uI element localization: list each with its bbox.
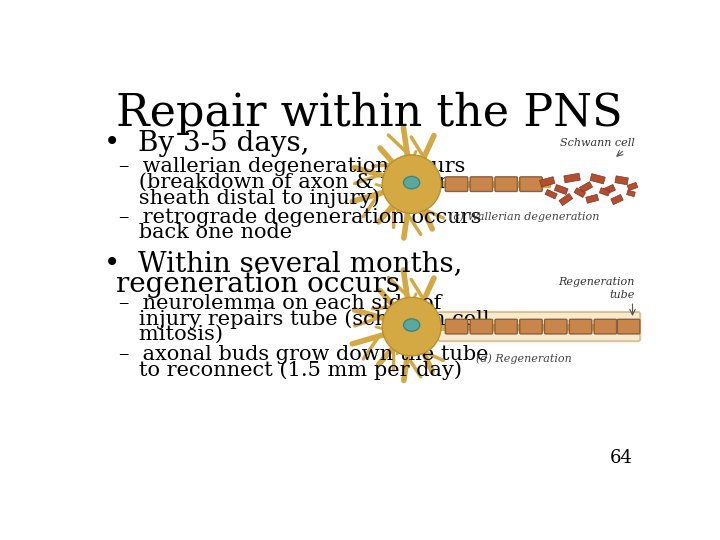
Circle shape	[382, 155, 441, 213]
FancyBboxPatch shape	[470, 177, 492, 192]
Text: Regeneration
tube: Regeneration tube	[559, 277, 635, 300]
FancyBboxPatch shape	[617, 319, 640, 334]
Polygon shape	[626, 190, 635, 197]
Polygon shape	[611, 194, 624, 205]
Text: –  neurolemma on each side of: – neurolemma on each side of	[120, 294, 442, 313]
FancyBboxPatch shape	[446, 177, 468, 192]
Text: mitosis): mitosis)	[120, 325, 223, 344]
Text: –  retrograde degeneration occurs: – retrograde degeneration occurs	[120, 208, 482, 227]
Text: •  Within several months,: • Within several months,	[104, 249, 462, 276]
Polygon shape	[615, 176, 629, 185]
Text: to reconnect (1.5 mm per day): to reconnect (1.5 mm per day)	[120, 361, 462, 380]
FancyBboxPatch shape	[594, 319, 616, 334]
Ellipse shape	[403, 319, 420, 331]
FancyBboxPatch shape	[495, 177, 518, 192]
FancyBboxPatch shape	[470, 319, 492, 334]
Polygon shape	[580, 181, 593, 193]
Text: Repair within the PNS: Repair within the PNS	[116, 92, 622, 135]
Text: regeneration occurs: regeneration occurs	[117, 271, 400, 298]
Polygon shape	[603, 185, 616, 194]
Polygon shape	[559, 193, 572, 206]
FancyBboxPatch shape	[438, 312, 640, 341]
FancyBboxPatch shape	[446, 319, 468, 334]
Polygon shape	[554, 185, 568, 194]
Text: (c) Wallerian degeneration: (c) Wallerian degeneration	[449, 211, 599, 221]
Text: –  wallerian degeneration occurs: – wallerian degeneration occurs	[120, 157, 466, 176]
FancyBboxPatch shape	[544, 319, 567, 334]
FancyBboxPatch shape	[570, 319, 592, 334]
Text: (breakdown of axon & myelin: (breakdown of axon & myelin	[120, 173, 452, 192]
Polygon shape	[590, 174, 606, 184]
Polygon shape	[564, 173, 580, 183]
Text: injury repairs tube (schwann cell: injury repairs tube (schwann cell	[120, 309, 490, 329]
FancyBboxPatch shape	[520, 177, 542, 192]
Text: sheath distal to injury): sheath distal to injury)	[120, 188, 380, 208]
Text: –  axonal buds grow down the tube: – axonal buds grow down the tube	[120, 345, 489, 364]
Polygon shape	[545, 190, 557, 199]
FancyBboxPatch shape	[495, 319, 518, 334]
Polygon shape	[539, 177, 555, 187]
Text: 64: 64	[610, 449, 632, 467]
Polygon shape	[627, 183, 638, 191]
Text: back one node: back one node	[120, 224, 292, 242]
Polygon shape	[586, 194, 598, 203]
Circle shape	[382, 298, 441, 356]
Text: Schwann cell: Schwann cell	[560, 138, 635, 148]
FancyBboxPatch shape	[520, 319, 542, 334]
Text: (d) Regeneration: (d) Regeneration	[476, 354, 572, 364]
Polygon shape	[599, 188, 610, 196]
Text: •  By 3-5 days,: • By 3-5 days,	[104, 130, 310, 157]
Ellipse shape	[403, 177, 420, 189]
Polygon shape	[574, 188, 585, 198]
